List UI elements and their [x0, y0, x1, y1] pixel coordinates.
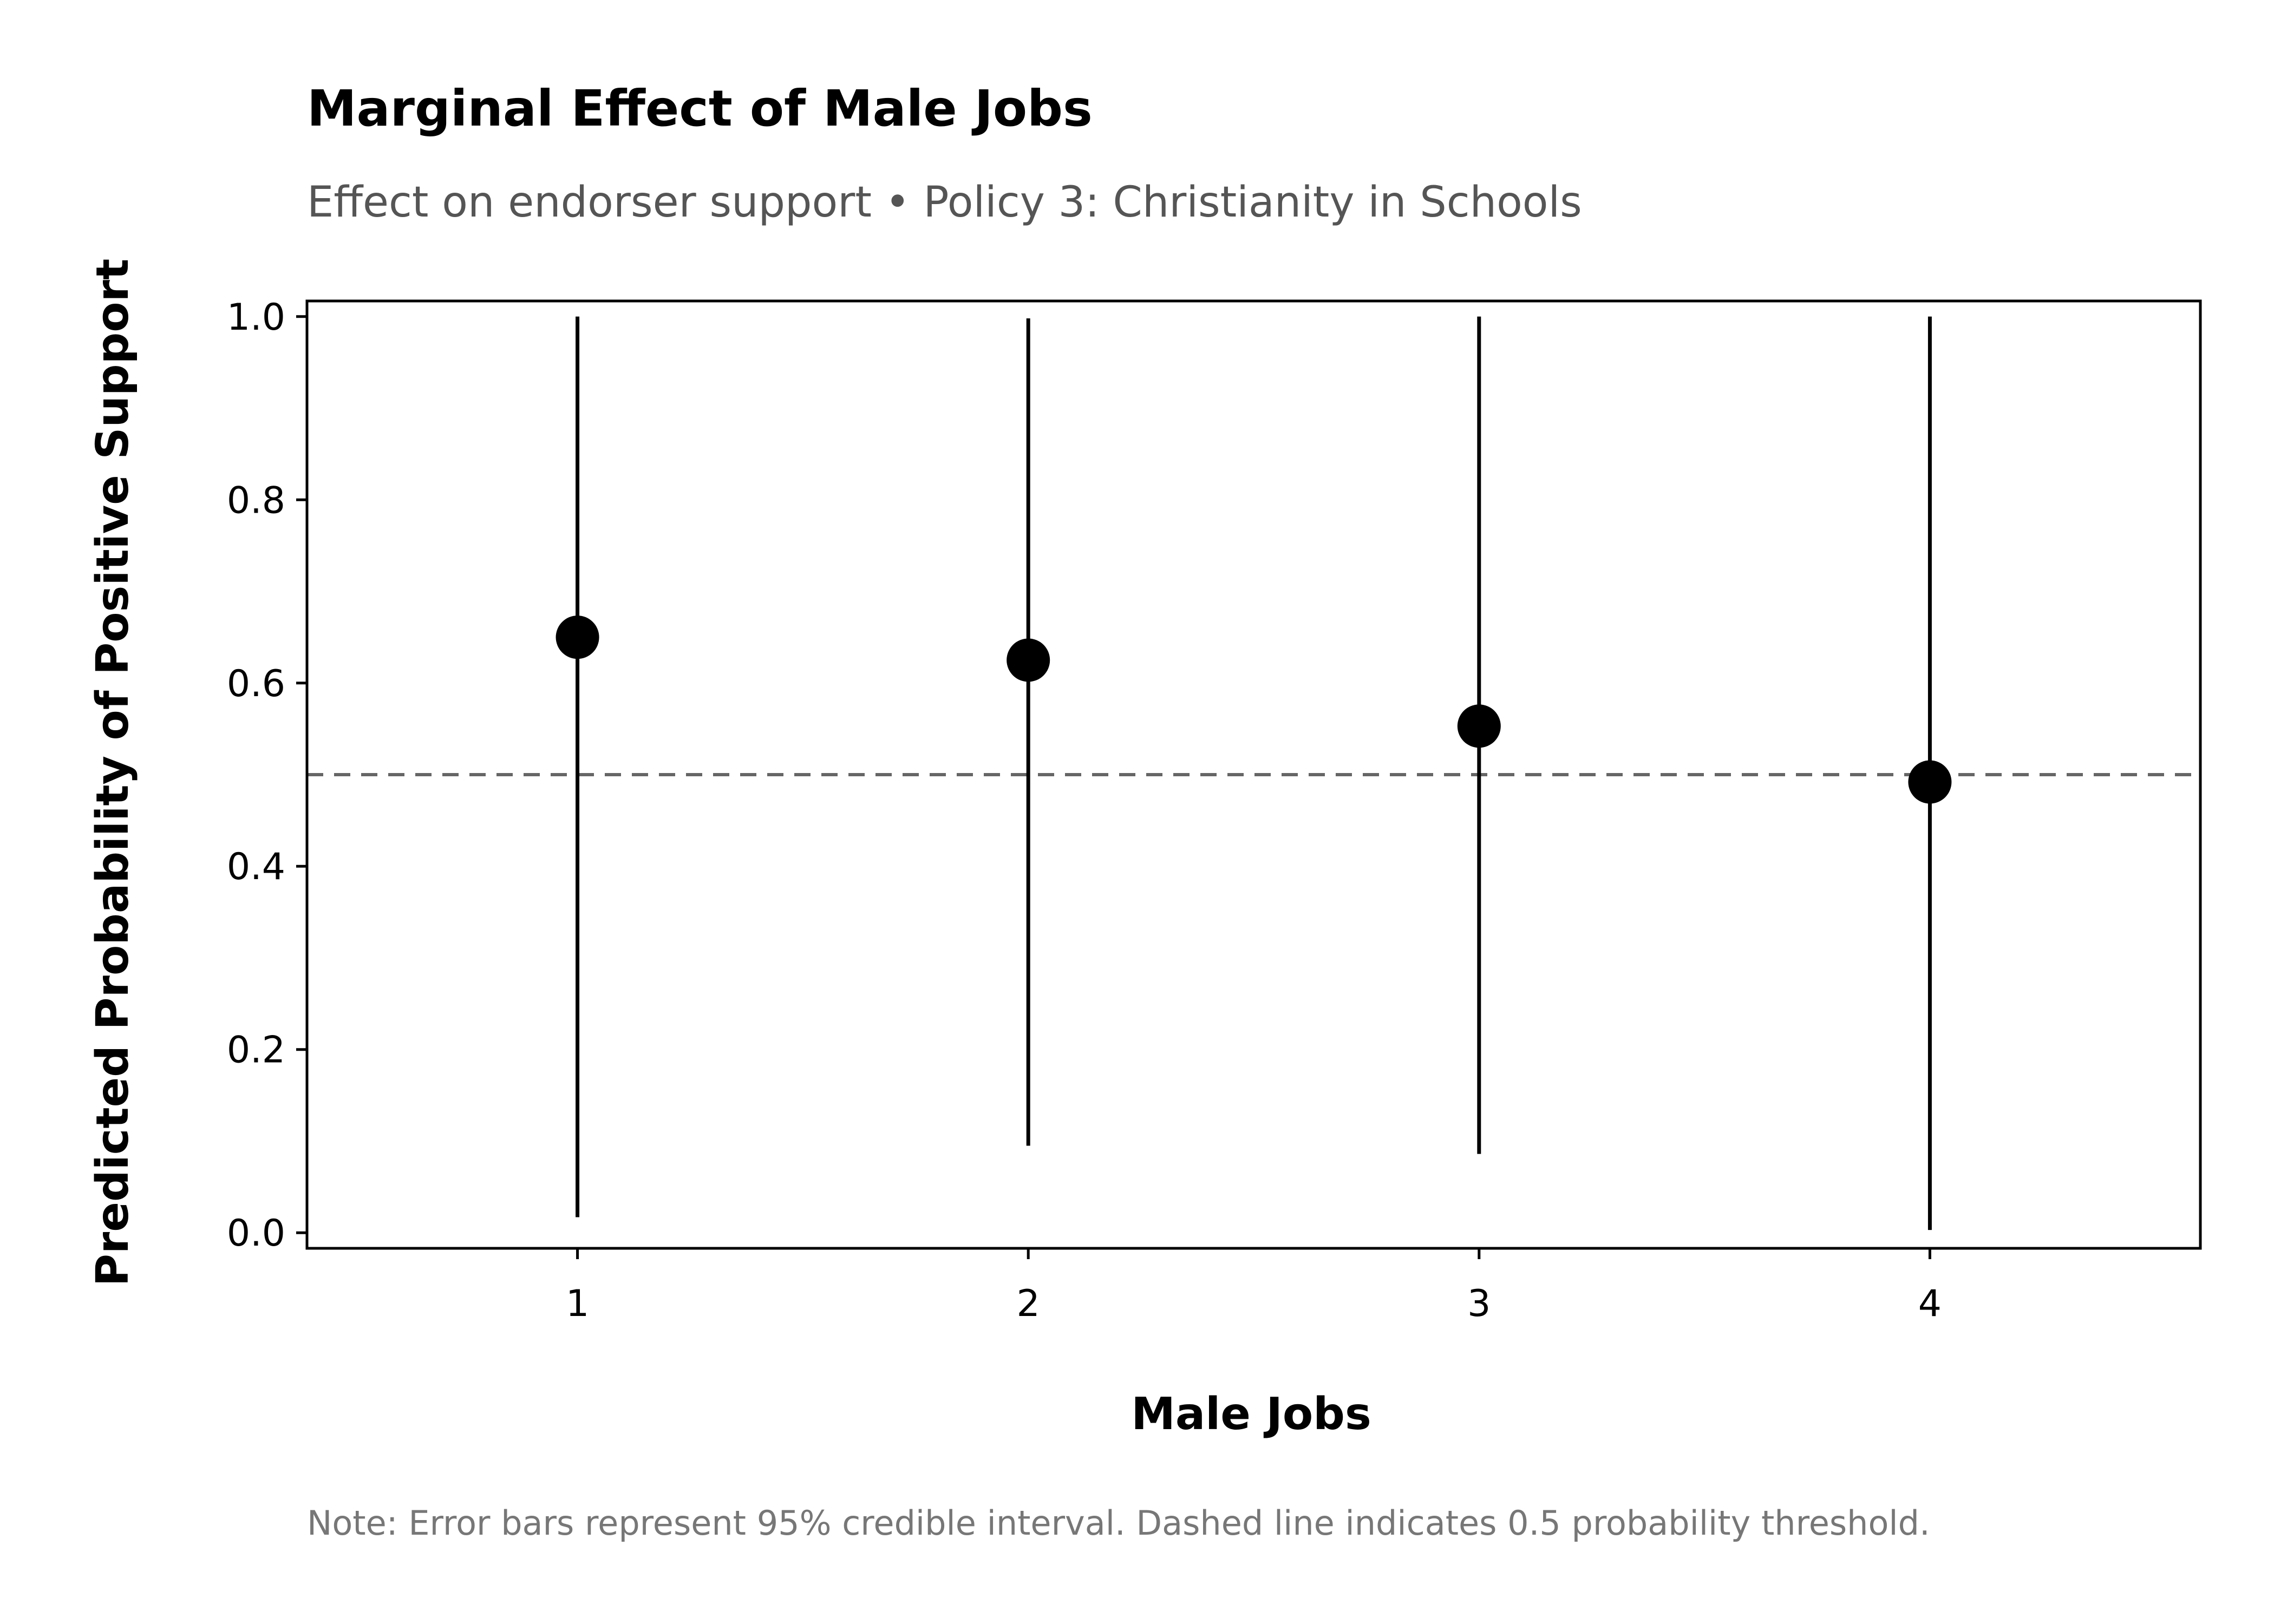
y-tick-label: 0.0: [227, 1212, 285, 1255]
y-tick-label: 0.6: [227, 663, 285, 705]
plot-frame: [305, 299, 2202, 1250]
plot-area: 0.0 0.2 0.4 0.6 0.8 1.0 1 2 3 4: [227, 296, 2202, 1325]
y-tick-label: 0.4: [227, 846, 285, 888]
x-tick-label: 2: [1017, 1282, 1040, 1325]
y-axis-title: Predicted Probability of Positive Suppor…: [87, 259, 139, 1286]
y-tick-label: 1.0: [227, 296, 285, 339]
chart-note: Note: Error bars represent 95% credible …: [307, 1503, 1930, 1543]
data-point: [1457, 704, 1501, 748]
x-tick-label: 3: [1467, 1282, 1491, 1325]
data-point: [1908, 760, 1952, 804]
data-point: [556, 615, 599, 659]
data-point: [1007, 638, 1050, 682]
x-axis-title: Male Jobs: [1131, 1389, 1371, 1440]
y-tick-label: 0.2: [227, 1029, 285, 1072]
chart-subtitle: Effect on endorser support • Policy 3: C…: [307, 178, 1582, 227]
x-tick-label: 4: [1918, 1282, 1942, 1325]
chart-title: Marginal Effect of Male Jobs: [307, 80, 1093, 137]
y-tick-label: 0.8: [227, 479, 285, 522]
x-tick-label: 1: [566, 1282, 589, 1325]
